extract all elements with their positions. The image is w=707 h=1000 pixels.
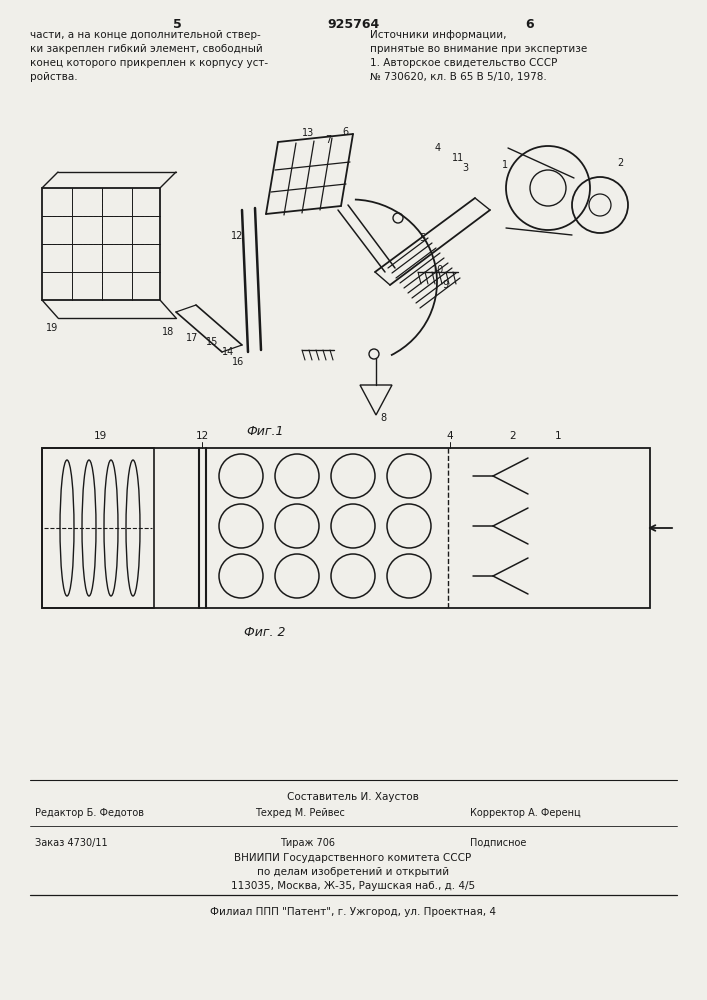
Text: 5: 5	[173, 18, 182, 31]
Text: части, а на конце дополнительной ствер-
ки закреплен гибкий элемент, свободный
к: части, а на конце дополнительной ствер- …	[30, 30, 268, 82]
Text: 1: 1	[555, 431, 561, 441]
Text: 11: 11	[452, 153, 464, 163]
Text: Фиг.1: Фиг.1	[246, 425, 284, 438]
Bar	[42, 448, 154, 608]
Text: 12: 12	[230, 231, 243, 241]
Text: 2: 2	[510, 431, 516, 441]
Text: 12: 12	[195, 431, 209, 441]
Text: 13: 13	[302, 128, 314, 138]
Text: Источники информации,: Источники информации,	[370, 30, 506, 40]
Text: 6: 6	[342, 127, 348, 137]
Text: 2: 2	[617, 158, 623, 168]
Text: 9: 9	[442, 280, 448, 290]
Text: Редактор Б. Федотов: Редактор Б. Федотов	[35, 808, 144, 818]
Text: 7: 7	[325, 135, 331, 145]
Text: Заказ 4730/11: Заказ 4730/11	[35, 838, 107, 848]
Text: 1. Авторское свидетельство СССР: 1. Авторское свидетельство СССР	[370, 58, 557, 68]
Text: № 730620, кл. В 65 В 5/10, 1978.: № 730620, кл. В 65 В 5/10, 1978.	[370, 72, 547, 82]
Text: Составитель И. Хаустов: Составитель И. Хаустов	[287, 792, 419, 802]
Text: 4: 4	[435, 143, 441, 153]
Text: 3: 3	[462, 163, 468, 173]
Text: принятые во внимание при экспертизе: принятые во внимание при экспертизе	[370, 44, 588, 54]
Text: 6: 6	[526, 18, 534, 31]
Text: 1: 1	[502, 160, 508, 170]
Text: 5: 5	[419, 233, 425, 243]
Text: 14: 14	[222, 347, 234, 357]
Text: ВНИИПИ Государственного комитета СССР: ВНИИПИ Государственного комитета СССР	[235, 853, 472, 863]
Text: 10: 10	[432, 265, 444, 275]
Bar	[42, 448, 650, 608]
Text: 8: 8	[380, 413, 386, 423]
Text: 4: 4	[447, 431, 453, 441]
Text: 19: 19	[93, 431, 107, 441]
Text: Техред М. Рейвес: Техред М. Рейвес	[255, 808, 345, 818]
Text: 19: 19	[46, 323, 58, 333]
Text: Корректор А. Ференц: Корректор А. Ференц	[470, 808, 580, 818]
Text: по делам изобретений и открытий: по делам изобретений и открытий	[257, 867, 449, 877]
Text: Фиг. 2: Фиг. 2	[244, 626, 286, 639]
Text: 15: 15	[206, 337, 218, 347]
Text: 925764: 925764	[327, 18, 379, 31]
Text: 17: 17	[186, 333, 198, 343]
Text: Тираж 706: Тираж 706	[280, 838, 335, 848]
Text: Подписное: Подписное	[470, 838, 527, 848]
Text: 18: 18	[162, 327, 174, 337]
Text: 113035, Москва, Ж-35, Раушская наб., д. 4/5: 113035, Москва, Ж-35, Раушская наб., д. …	[231, 881, 475, 891]
Text: 16: 16	[232, 357, 244, 367]
Text: Филиал ППП "Патент", г. Ужгород, ул. Проектная, 4: Филиал ППП "Патент", г. Ужгород, ул. Про…	[210, 907, 496, 917]
Bar	[42, 188, 160, 300]
